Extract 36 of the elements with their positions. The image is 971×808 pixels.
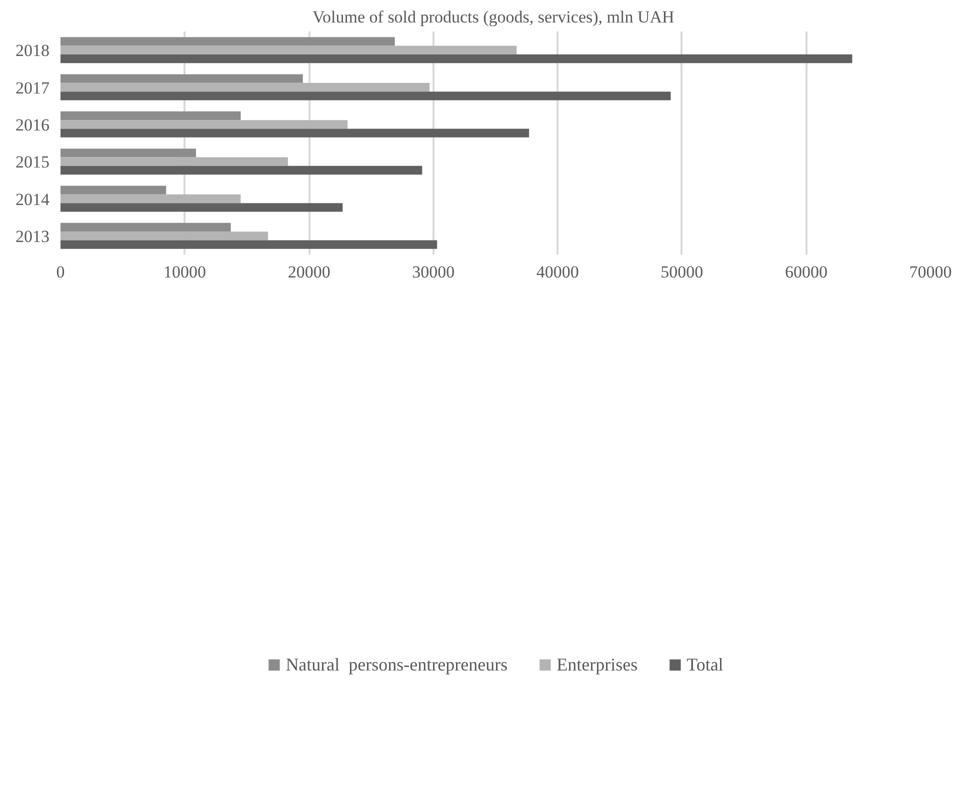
x-tick-label: 0 [56, 262, 65, 282]
bar [60, 157, 288, 166]
bar [60, 74, 303, 83]
bar [60, 82, 430, 92]
bar [60, 54, 852, 64]
bar [60, 111, 241, 120]
y-tick-label: 2015 [16, 152, 50, 172]
x-tick-label: 70000 [909, 262, 952, 282]
x-tick-label: 60000 [784, 262, 828, 282]
bar [60, 120, 348, 129]
y-tick-label: 2013 [16, 226, 50, 246]
bar [60, 240, 438, 249]
x-tick-label: 50000 [660, 262, 704, 282]
x-tick-label: 30000 [412, 262, 455, 282]
legend-label: Total [686, 654, 724, 676]
bar [60, 128, 530, 138]
bar [60, 92, 671, 100]
x-tick-label: 20000 [288, 262, 330, 282]
y-tick-label: 2014 [16, 190, 50, 209]
bar [60, 37, 395, 46]
legend-label: Enterprises [556, 654, 638, 676]
y-tick-label: 2017 [16, 78, 50, 98]
bar [60, 203, 343, 212]
chart-title: Volume of sold products (goods, services), mln UAH [312, 8, 674, 26]
legend-label: Natural persons-entrepreneurs [286, 654, 508, 676]
bar [60, 186, 166, 194]
bar [60, 194, 241, 204]
bar [60, 46, 517, 54]
bar [60, 166, 422, 175]
bar [60, 222, 231, 232]
x-tick-label: 10000 [164, 262, 206, 282]
x-tick-label: 40000 [536, 262, 579, 282]
bar [60, 148, 196, 158]
bar [60, 232, 268, 240]
y-tick-label: 2018 [16, 41, 50, 60]
y-tick-label: 2016 [16, 115, 50, 134]
